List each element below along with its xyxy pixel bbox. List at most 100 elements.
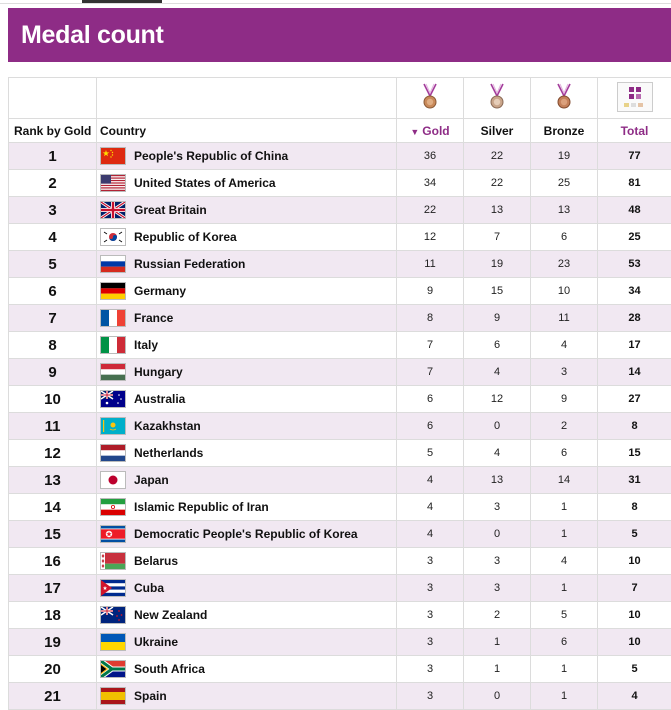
japan-flag-icon (100, 471, 126, 489)
silver-count: 0 (464, 413, 531, 440)
total-count: 10 (598, 629, 671, 656)
rank-cell: 16 (9, 548, 97, 575)
russia-flag-icon (100, 255, 126, 273)
country-cell[interactable]: South Africa (97, 656, 397, 683)
china-flag-icon (100, 147, 126, 165)
total-count: 5 (598, 656, 671, 683)
bronze-count: 14 (531, 467, 598, 494)
bronze-count: 23 (531, 251, 598, 278)
country-name: Republic of Korea (134, 230, 237, 244)
country-cell[interactable]: Italy (97, 332, 397, 359)
rank-cell: 14 (9, 494, 97, 521)
rank-cell: 5 (9, 251, 97, 278)
country-cell[interactable]: Netherlands (97, 440, 397, 467)
country-cell[interactable]: United States of America (97, 170, 397, 197)
bronze-count: 1 (531, 683, 598, 710)
silver-count: 7 (464, 224, 531, 251)
gold-count: 5 (397, 440, 464, 467)
country-name: Netherlands (134, 446, 203, 460)
total-count: 4 (598, 683, 671, 710)
country-cell[interactable]: Kazakhstan (97, 413, 397, 440)
medal-silver-icon (485, 82, 509, 115)
country-cell[interactable]: France (97, 305, 397, 332)
bronze-count: 6 (531, 440, 598, 467)
cuba-flag-icon (100, 579, 126, 597)
country-cell[interactable]: Japan (97, 467, 397, 494)
total-grid-icon (617, 82, 653, 112)
gold-count: 8 (397, 305, 464, 332)
total-count: 5 (598, 521, 671, 548)
country-cell[interactable]: Democratic People's Republic of Korea (97, 521, 397, 548)
country-cell[interactable]: People's Republic of China (97, 143, 397, 170)
rank-column-header[interactable]: Rank by Gold (9, 119, 97, 143)
gold-count: 36 (397, 143, 464, 170)
bronze-column-header[interactable]: Bronze (531, 119, 598, 143)
belarus-flag-icon (100, 552, 126, 570)
gold-count: 12 (397, 224, 464, 251)
silver-count: 12 (464, 386, 531, 413)
north-korea-flag-icon (100, 525, 126, 543)
country-cell[interactable]: Russian Federation (97, 251, 397, 278)
country-name: Hungary (134, 365, 183, 379)
silver-count: 2 (464, 602, 531, 629)
total-count: 7 (598, 575, 671, 602)
rank-cell: 7 (9, 305, 97, 332)
bronze-count: 11 (531, 305, 598, 332)
country-cell[interactable]: Spain (97, 683, 397, 710)
silver-column-header[interactable]: Silver (464, 119, 531, 143)
country-cell[interactable]: Belarus (97, 548, 397, 575)
silver-count: 4 (464, 440, 531, 467)
country-name: Italy (134, 338, 158, 352)
column-header-row: Rank by Gold Country ▼Gold Silver Bronze… (9, 119, 671, 143)
country-cell[interactable]: Islamic Republic of Iran (97, 494, 397, 521)
bronze-icon-cell (531, 78, 598, 119)
country-name: Germany (134, 284, 186, 298)
country-cell[interactable]: Germany (97, 278, 397, 305)
silver-count: 4 (464, 359, 531, 386)
kazakhstan-flag-icon (100, 417, 126, 435)
medal-table: Rank by Gold Country ▼Gold Silver Bronze… (8, 77, 671, 710)
country-cell[interactable]: Great Britain (97, 197, 397, 224)
country-cell[interactable]: New Zealand (97, 602, 397, 629)
country-cell[interactable]: Ukraine (97, 629, 397, 656)
france-flag-icon (100, 309, 126, 327)
total-column-header[interactable]: Total (598, 119, 671, 143)
country-cell[interactable]: Cuba (97, 575, 397, 602)
silver-count: 1 (464, 656, 531, 683)
top-divider (0, 3, 671, 4)
medal-table-container: Rank by Gold Country ▼Gold Silver Bronze… (8, 77, 671, 710)
bronze-count: 10 (531, 278, 598, 305)
rank-cell: 13 (9, 467, 97, 494)
rank-cell: 3 (9, 197, 97, 224)
country-cell[interactable]: Australia (97, 386, 397, 413)
gold-column-header[interactable]: ▼Gold (397, 119, 464, 143)
rank-cell: 10 (9, 386, 97, 413)
rank-cell: 19 (9, 629, 97, 656)
country-cell[interactable]: Hungary (97, 359, 397, 386)
country-column-header[interactable]: Country (97, 119, 397, 143)
rank-cell: 8 (9, 332, 97, 359)
country-cell[interactable]: Republic of Korea (97, 224, 397, 251)
rank-cell: 6 (9, 278, 97, 305)
